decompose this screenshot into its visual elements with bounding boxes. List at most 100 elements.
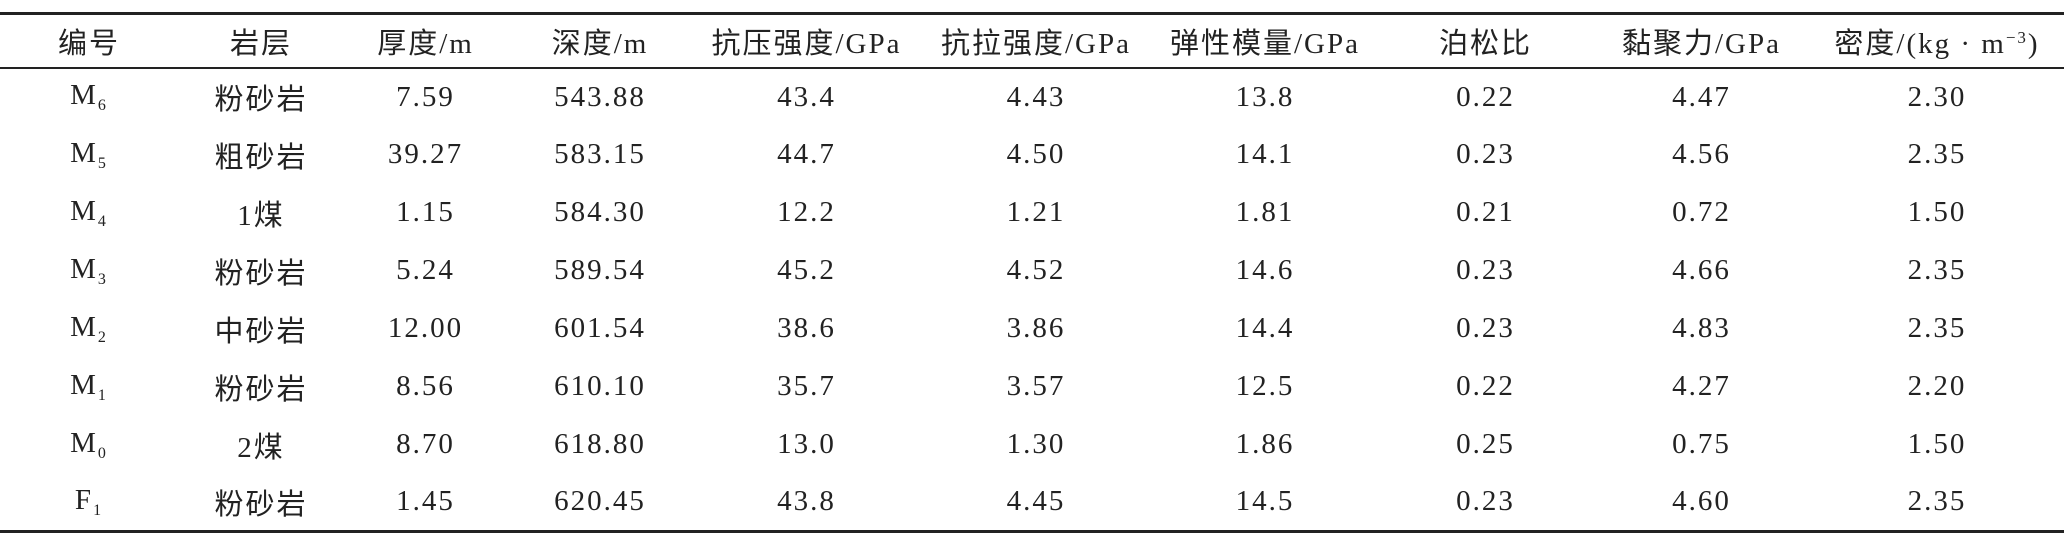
header-cell: 黏聚力/GPa (1621, 27, 1781, 60)
table-cell: 2.35 (1907, 312, 1967, 344)
table-cell: 610.10 (554, 370, 646, 402)
table-cell: 4.50 (1006, 138, 1066, 170)
table-cell: 0.23 (1456, 312, 1515, 344)
table-cell: M6 (0, 68, 178, 126)
id-subscript: 6 (97, 97, 108, 114)
table-cell: 38.6 (777, 312, 836, 344)
table-cell: 44.7 (777, 138, 836, 170)
table-cell: 0.23 (1456, 485, 1515, 518)
table-cell: 543.88 (554, 80, 646, 113)
table-row: F1 粉砂岩 1.45 620.45 43.8 4.45 14.5 0.23 4.60 2.35 (0, 474, 2064, 532)
table-cell: 8.70 (396, 428, 455, 460)
table-cell: 4.45 (1006, 485, 1066, 518)
table-cell: 3.86 (1006, 312, 1066, 344)
table-cell: 5.24 (396, 254, 455, 286)
table-cell: M1 (0, 358, 178, 416)
table-cell: 1煤 (237, 199, 285, 232)
id-letter: M (70, 426, 98, 459)
table-cell: 2煤 (237, 431, 285, 464)
table-cell: 1.21 (1006, 196, 1066, 228)
table-cell: 1.50 (1907, 428, 1967, 460)
id-subscript: 0 (97, 444, 108, 462)
id-letter: F (74, 483, 94, 516)
table-cell: 14.1 (1235, 138, 1295, 170)
table-row: M4 1煤 1.15 584.30 12.2 1.21 1.81 0.21 0.72 1.50 (0, 184, 2064, 242)
table-cell: 0.72 (1672, 196, 1731, 228)
table-row: M3 粉砂岩 5.24 589.54 45.2 4.52 14.6 0.23 4.66 2.35 (0, 242, 2064, 300)
table-cell: 1.81 (1235, 196, 1295, 228)
table-row: M6 粉砂岩 7.59 543.88 43.4 4.43 13.8 0.22 4.47 2.30 (0, 68, 2064, 126)
table-cell: M5 (0, 126, 178, 184)
table-cell: 粗砂岩 (214, 141, 308, 174)
table-cell: 2.35 (1907, 138, 1967, 170)
table-cell: 14.6 (1235, 254, 1295, 286)
table-cell: 12.2 (777, 196, 836, 228)
table-cell: 13.8 (1235, 80, 1295, 113)
table-cell: 0.22 (1456, 370, 1515, 402)
table-row: M0 2煤 8.70 618.80 13.0 1.30 1.86 0.25 0.75 1.50 (0, 416, 2064, 474)
table-cell: 620.45 (554, 485, 646, 518)
header-cell: 泊松比 (1438, 27, 1532, 60)
id-letter: M (70, 368, 98, 401)
data-table: 编号 岩层 厚度/m 深度/m 抗压强度/GPa 抗拉强度/GPa 弹性模量/GPa 泊松比 黏… (0, 12, 2064, 533)
table-cell: 4.66 (1672, 254, 1731, 286)
table-cell: 粉砂岩 (214, 84, 308, 116)
table-cell: 4.47 (1672, 80, 1731, 113)
id-subscript: 1 (93, 501, 104, 519)
table-cell: 8.56 (396, 370, 455, 402)
header-cell: 密度/(kg · m−3) (1810, 14, 2064, 68)
table-cell: 4.52 (1006, 254, 1066, 286)
table-row: M2 中砂岩 12.00 601.54 38.6 3.86 14.4 0.23 4.83 2.35 (0, 300, 2064, 358)
id-subscript: 2 (97, 328, 108, 346)
table-cell: M4 (0, 184, 178, 242)
table-cell: 0.21 (1456, 196, 1515, 228)
id-subscript: 5 (97, 154, 108, 172)
header-row: 编号 岩层 厚度/m 深度/m 抗压强度/GPa 抗拉强度/GPa 弹性模量/GPa 泊松比 黏… (0, 13, 2064, 68)
table-cell: 中砂岩 (214, 315, 308, 348)
id-subscript: 1 (97, 386, 108, 404)
id-subscript: 3 (97, 270, 108, 288)
header-cell: 厚度/m (377, 27, 474, 60)
table-cell: 35.7 (777, 370, 836, 402)
table-cell: 7.59 (396, 80, 455, 113)
table-cell: 589.54 (554, 254, 646, 286)
table-cell: 1.86 (1235, 428, 1295, 460)
table-cell: 618.80 (554, 428, 646, 460)
header-cell: 岩层 (229, 27, 292, 60)
table-cell: 4.43 (1006, 80, 1066, 113)
table-cell: 粉砂岩 (214, 257, 308, 290)
table-cell: 粉砂岩 (214, 373, 308, 406)
header-cell: 弹性模量/GPa (1169, 27, 1360, 60)
table-body: M6 粉砂岩 7.59 543.88 43.4 4.43 13.8 0.22 4.47 2.30 M… (0, 68, 2064, 532)
header-cell: 深度/m (551, 27, 649, 60)
table-cell: 4.60 (1672, 485, 1731, 518)
table-cell: 14.4 (1235, 312, 1295, 344)
table-cell: 2.30 (1907, 80, 1967, 113)
table-cell: 14.5 (1235, 485, 1295, 518)
table-cell: 39.27 (387, 138, 464, 170)
header-cell: 编号 (57, 27, 120, 60)
header-text: ) (2027, 27, 2040, 60)
table-cell: 1.45 (396, 485, 455, 518)
id-letter: M (70, 194, 98, 227)
table-header: 编号 岩层 厚度/m 深度/m 抗压强度/GPa 抗拉强度/GPa 弹性模量/GPa 泊松比 黏… (0, 13, 2064, 68)
table-cell: 0.75 (1672, 428, 1731, 460)
table-cell: 0.23 (1456, 254, 1515, 286)
header-cell: 抗拉强度/GPa (940, 27, 1131, 60)
table-cell: M3 (0, 242, 178, 300)
header-superscript: −3 (2005, 27, 2028, 47)
table-cell: 2.20 (1907, 370, 1967, 402)
table-cell: 0.23 (1456, 138, 1515, 170)
table-cell: 583.15 (554, 138, 646, 170)
table-cell: 3.57 (1006, 370, 1066, 402)
table-row: M1 粉砂岩 8.56 610.10 35.7 3.57 12.5 0.22 4.27 2.20 (0, 358, 2064, 416)
table-cell: 4.83 (1672, 312, 1731, 344)
table-cell: 12.5 (1235, 370, 1295, 402)
table-cell: 0.22 (1456, 80, 1515, 113)
table-cell: 43.4 (777, 80, 836, 113)
table-cell: F1 (0, 474, 178, 532)
table-cell: 4.27 (1672, 370, 1731, 402)
table-cell: 粉砂岩 (214, 488, 308, 521)
id-letter: M (70, 252, 98, 285)
